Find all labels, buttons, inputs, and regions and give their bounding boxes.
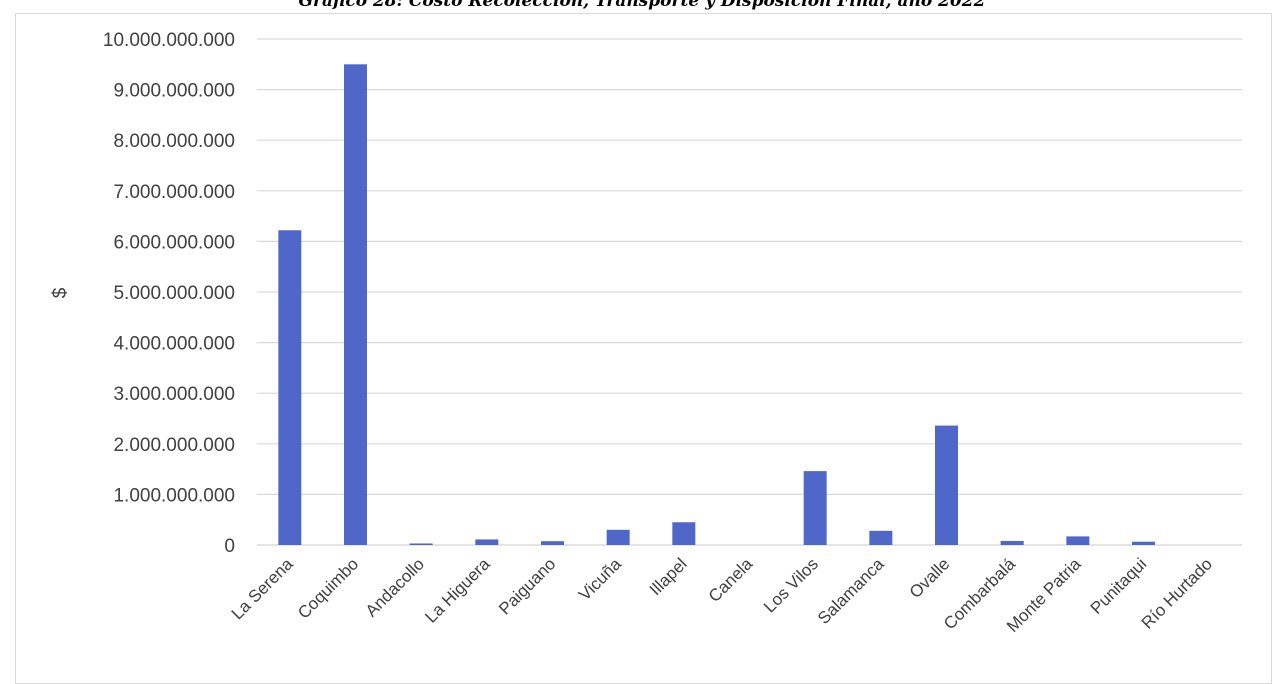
y-axis-label: $ bbox=[50, 287, 71, 298]
x-tick-label: Illapel bbox=[646, 554, 691, 599]
y-tick-label: 2.000.000.000 bbox=[113, 435, 235, 456]
y-tick-label: 4.000.000.000 bbox=[113, 334, 235, 355]
y-tick-label: 8.000.000.000 bbox=[113, 131, 235, 152]
y-tick-label: 10.000.000.000 bbox=[103, 30, 235, 51]
x-tick-label: Los Vilos bbox=[760, 554, 822, 616]
bar bbox=[344, 64, 367, 546]
x-tick-label: Punitaqui bbox=[1087, 554, 1151, 618]
x-tick-label: Andacollo bbox=[362, 554, 428, 620]
bar bbox=[541, 541, 564, 545]
bars bbox=[278, 64, 1155, 546]
x-tick-label: La Higuera bbox=[421, 554, 494, 627]
y-tick-label: 3.000.000.000 bbox=[113, 384, 235, 405]
bar bbox=[869, 530, 893, 545]
x-tick-label: Paiguano bbox=[495, 554, 559, 618]
bar bbox=[475, 539, 499, 545]
bar bbox=[1132, 541, 1155, 545]
y-tick-label: 5.000.000.000 bbox=[113, 283, 235, 304]
bar bbox=[606, 529, 630, 545]
y-axis-ticks: 0 1.000.000.000 2.000.000.000 3.000.000.000… bbox=[103, 30, 235, 557]
bar bbox=[803, 471, 827, 545]
x-tick-label: La Serena bbox=[228, 554, 297, 623]
chart-title: Gráfico 28: Costo Recolección, Transport… bbox=[298, 0, 986, 11]
x-tick-label: Canela bbox=[705, 554, 757, 606]
bar bbox=[1066, 536, 1090, 545]
bar bbox=[409, 543, 433, 545]
gridlines bbox=[257, 38, 1242, 546]
y-tick-label: 6.000.000.000 bbox=[113, 232, 235, 253]
bar bbox=[672, 522, 696, 545]
bar bbox=[935, 425, 958, 545]
x-tick-label: Salamanca bbox=[814, 554, 888, 628]
y-tick-label: 1.000.000.000 bbox=[113, 485, 235, 506]
bar bbox=[278, 230, 302, 545]
y-tick-label: 9.000.000.000 bbox=[113, 81, 235, 102]
y-tick-label: 7.000.000.000 bbox=[113, 182, 235, 203]
x-tick-label: Río Hurtado bbox=[1138, 554, 1216, 632]
x-tick-label: Ovalle bbox=[906, 554, 954, 602]
x-tick-label: Vicuña bbox=[575, 554, 625, 604]
bar bbox=[1000, 540, 1024, 545]
y-tick-label: 0 bbox=[224, 536, 235, 557]
x-tick-label: Coquimbo bbox=[294, 554, 362, 622]
